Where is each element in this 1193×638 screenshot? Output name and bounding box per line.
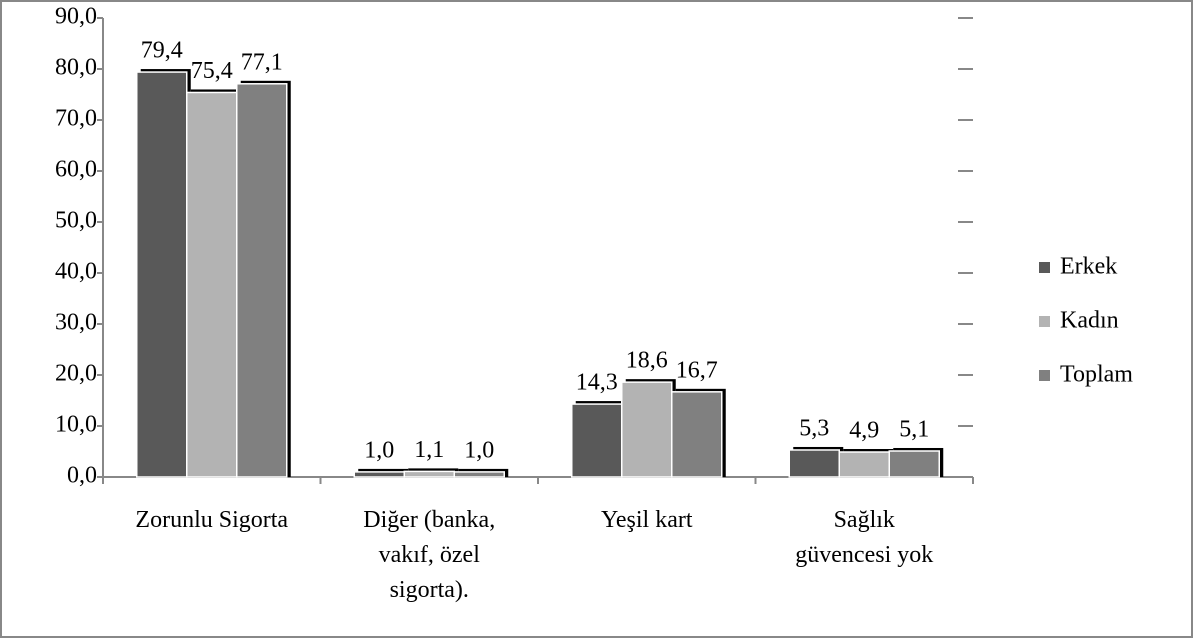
y-tick-label: 80,0 bbox=[55, 55, 97, 81]
bar bbox=[186, 91, 238, 478]
data-label: 79,4 bbox=[141, 38, 183, 64]
data-label: 75,4 bbox=[191, 58, 233, 84]
x-tick-label: Zorunlu Sigorta bbox=[135, 507, 288, 533]
legend-label: Kadın bbox=[1060, 308, 1119, 334]
y-tick-label: 50,0 bbox=[55, 208, 97, 234]
bar bbox=[453, 471, 505, 478]
data-label: 1,0 bbox=[364, 437, 394, 463]
data-label: 77,1 bbox=[241, 49, 283, 75]
bar bbox=[888, 450, 940, 478]
legend-label: Erkek bbox=[1060, 254, 1117, 280]
y-tick-label: 40,0 bbox=[55, 259, 97, 285]
bar bbox=[671, 391, 723, 478]
y-tick-label: 60,0 bbox=[55, 157, 97, 183]
x-tick-label: Yeşil kart bbox=[601, 507, 693, 533]
legend-swatch bbox=[1039, 262, 1050, 273]
data-label: 1,0 bbox=[464, 437, 494, 463]
legend-swatch bbox=[1039, 370, 1050, 381]
y-tick-label: 30,0 bbox=[55, 310, 97, 336]
bar bbox=[838, 451, 890, 478]
data-label: 5,1 bbox=[899, 416, 929, 442]
y-tick-label: 0,0 bbox=[67, 463, 97, 489]
bar bbox=[353, 471, 405, 478]
y-tick-label: 70,0 bbox=[55, 106, 97, 132]
bar bbox=[621, 381, 673, 478]
data-label: 14,3 bbox=[576, 370, 618, 396]
bar bbox=[788, 449, 840, 478]
y-tick-label: 90,0 bbox=[55, 4, 97, 30]
legend-swatch bbox=[1039, 316, 1050, 327]
bar bbox=[236, 83, 288, 478]
x-tick-label: Diğer (banka, vakıf, özel sigorta). bbox=[363, 507, 495, 603]
bar bbox=[571, 403, 623, 478]
legend-label: Toplam bbox=[1060, 362, 1133, 388]
data-label: 4,9 bbox=[849, 418, 879, 444]
y-tick-label: 10,0 bbox=[55, 412, 97, 438]
data-label: 16,7 bbox=[676, 357, 718, 383]
data-label: 1,1 bbox=[414, 437, 444, 463]
x-tick-label: Sağlık güvencesi yok bbox=[795, 507, 933, 568]
bar bbox=[136, 71, 188, 478]
data-label: 18,6 bbox=[626, 348, 668, 374]
y-tick-label: 20,0 bbox=[55, 361, 97, 387]
data-label: 5,3 bbox=[799, 415, 829, 441]
bar bbox=[403, 470, 455, 478]
